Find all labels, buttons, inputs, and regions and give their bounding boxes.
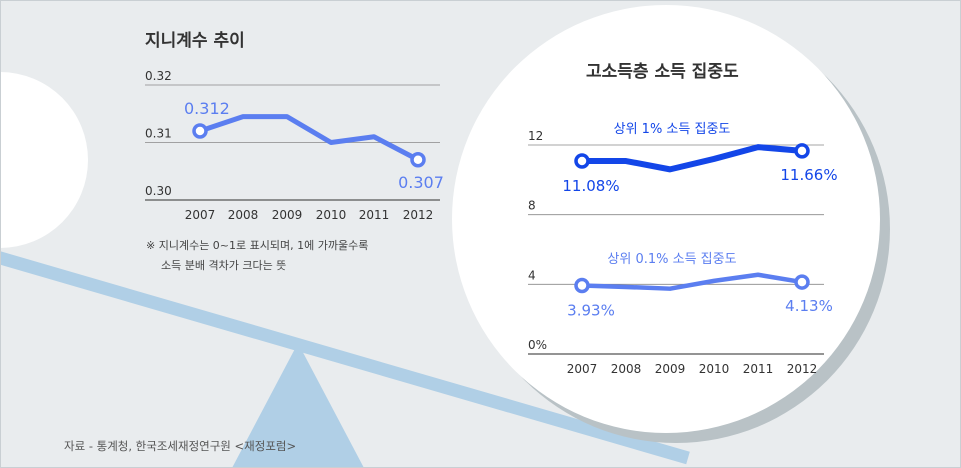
source-note: 자료 - 통계청, 한국조세재정연구원 <재정포럼>	[64, 439, 296, 453]
concentration-x-tick-label: 2012	[787, 362, 818, 376]
concentration-series-line	[579, 272, 805, 291]
gini-grid: 0.32 0.31 0.30 2007 2008 2009 2010 2011 2012	[145, 69, 440, 222]
concentration-data-label: 3.93%	[567, 302, 615, 320]
gini-chart-title: 지니계수 추이	[145, 31, 245, 51]
gini-x-tick-label: 2008	[228, 208, 259, 222]
concentration-x-tick-label: 2009	[655, 362, 686, 376]
concentration-data-label: 11.08%	[562, 177, 619, 195]
gini-x-tick-label: 2009	[272, 208, 303, 222]
concentration-x-tick-label: 2007	[567, 362, 598, 376]
gini-y-tick-label: 0.30	[145, 184, 172, 198]
decor-ball	[0, 72, 88, 248]
concentration-data-label: 4.13%	[785, 297, 833, 315]
concentration-x-tick-label: 2011	[743, 362, 774, 376]
highlight-circle	[452, 5, 880, 433]
gini-x-tick-label: 2007	[185, 208, 216, 222]
seesaw-fulcrum	[232, 343, 364, 468]
concentration-chart-title: 고소득층 소득 집중도	[586, 62, 739, 82]
concentration-series-name: 상위 1% 소득 집중도	[614, 122, 731, 137]
concentration-chart: 고소득층 소득 집중도 12 8 4 0% 2007 2008 2009 2010 2011 20…	[528, 62, 838, 376]
gini-x-tick-label: 2010	[316, 208, 347, 222]
gini-x-tick-label: 2012	[403, 208, 434, 222]
gini-note-line1: ※ 지니계수는 0~1로 표시되며, 1에 가까울수록	[146, 239, 368, 252]
concentration-point-marker	[574, 277, 590, 294]
concentration-plot: 상위 1% 소득 집중도 11.08% 11.66% 상위 0.1% 소득 집중도 3.…	[562, 122, 837, 320]
gini-point-marker	[192, 123, 208, 139]
gini-x-tick-label: 2011	[359, 208, 390, 222]
concentration-y-tick-label: 8	[528, 199, 536, 213]
concentration-y-tick-label: 12	[528, 129, 543, 143]
concentration-y-tick-label: 4	[528, 268, 536, 282]
seesaw-beam	[0, 251, 690, 465]
gini-series-line	[197, 114, 421, 163]
gini-data-label: 0.307	[398, 173, 444, 192]
concentration-data-label: 11.66%	[780, 166, 837, 184]
concentration-series-line	[579, 144, 805, 173]
concentration-y-tick-label: 0%	[528, 338, 547, 352]
gini-y-tick-label: 0.32	[145, 69, 172, 83]
concentration-series-name: 상위 0.1% 소득 집중도	[607, 252, 736, 267]
gini-plot: 0.312 0.307	[184, 99, 444, 192]
gini-chart: 지니계수 추이 0.32 0.31 0.30 2007 2008 2009 2010 2011…	[145, 31, 444, 272]
concentration-point-marker	[794, 143, 810, 159]
gini-point-marker	[410, 152, 426, 168]
gini-note-line2: 소득 분배 격차가 크다는 뜻	[161, 259, 286, 272]
concentration-point-marker	[794, 274, 810, 290]
gini-data-label: 0.312	[184, 99, 230, 118]
concentration-x-tick-label: 2010	[699, 362, 730, 376]
concentration-x-tick-label: 2008	[611, 362, 642, 376]
concentration-point-marker	[574, 153, 590, 169]
gini-y-tick-label: 0.31	[145, 127, 172, 141]
